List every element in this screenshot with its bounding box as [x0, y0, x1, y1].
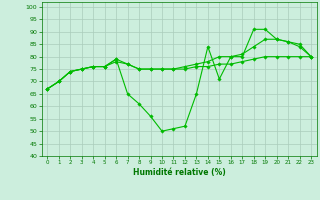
X-axis label: Humidité relative (%): Humidité relative (%) — [133, 168, 226, 177]
